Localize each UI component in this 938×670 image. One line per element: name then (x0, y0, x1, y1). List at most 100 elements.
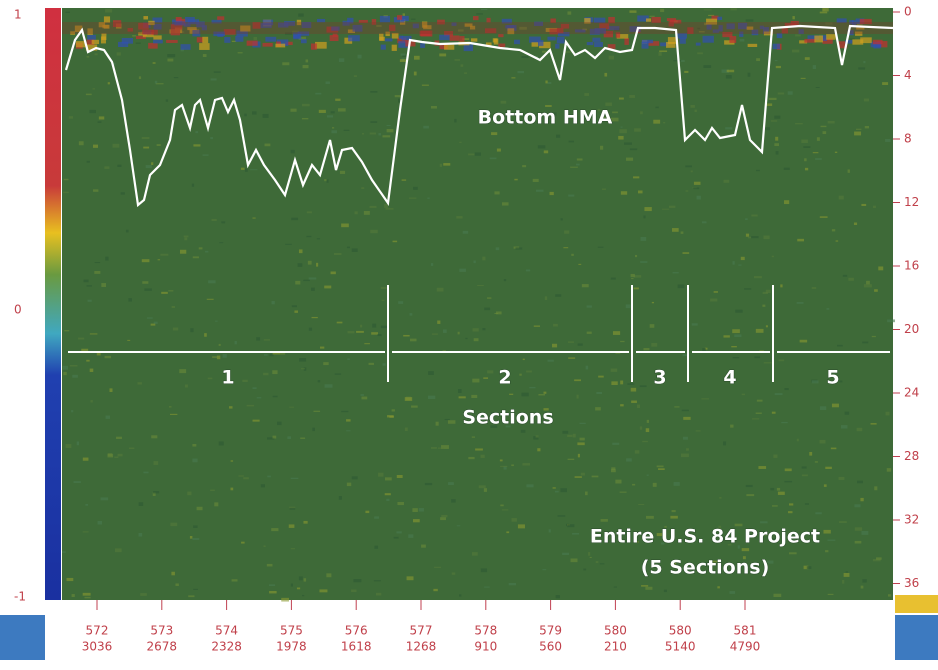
texture-dot (553, 323, 558, 327)
texture-dot (781, 421, 788, 424)
texture-dot (645, 586, 653, 590)
texture-dot (284, 21, 295, 26)
texture-dot (306, 211, 312, 214)
texture-dot (201, 25, 207, 31)
depth-tick-label: 20 (904, 322, 919, 336)
distance-tick-label: 572 (86, 624, 109, 638)
texture-dot (766, 103, 773, 106)
texture-dot (502, 202, 509, 206)
texture-dot (723, 335, 730, 338)
texture-dot (773, 454, 778, 458)
texture-dot (400, 15, 409, 22)
texture-dot (300, 437, 306, 439)
texture-dot (604, 72, 608, 77)
texture-dot (301, 22, 312, 28)
texture-dot (872, 39, 883, 45)
texture-dot (822, 8, 829, 12)
texture-dot (289, 507, 296, 510)
texture-dot (547, 81, 552, 85)
texture-dot (242, 379, 248, 383)
texture-dot (845, 571, 848, 573)
texture-dot (781, 28, 788, 34)
texture-dot (724, 40, 735, 45)
distance-tick-label: 1618 (341, 640, 372, 654)
texture-dot (117, 164, 122, 168)
texture-dot (211, 218, 217, 221)
distance-tick-label: 1978 (276, 640, 307, 654)
distance-tick-label: 4790 (730, 640, 761, 654)
texture-dot (104, 166, 110, 169)
texture-dot (562, 552, 569, 555)
texture-dot (739, 31, 744, 37)
texture-dot (308, 277, 317, 280)
texture-dot (759, 25, 764, 30)
texture-dot (68, 116, 73, 119)
texture-dot (331, 26, 340, 31)
texture-dot (615, 479, 622, 484)
texture-dot (789, 503, 794, 506)
texture-dot (708, 14, 715, 17)
texture-dot (854, 504, 861, 508)
texture-dot (885, 411, 890, 416)
texture-dot (192, 538, 200, 540)
texture-dot (374, 545, 379, 549)
texture-dot (346, 246, 350, 249)
texture-dot (878, 266, 884, 271)
texture-dot (610, 277, 616, 280)
texture-dot (574, 29, 586, 33)
texture-dot (863, 60, 866, 64)
texture-dot (398, 301, 404, 304)
texture-dot (803, 146, 811, 148)
texture-dot (486, 17, 491, 23)
texture-dot (763, 31, 773, 36)
texture-dot (411, 18, 416, 20)
scale-tick-label: 0 (14, 303, 22, 317)
texture-dot (801, 139, 808, 143)
texture-dot (418, 508, 424, 512)
texture-dot (348, 35, 360, 42)
texture-dot (719, 497, 722, 499)
texture-dot (89, 333, 98, 335)
texture-dot (685, 190, 689, 192)
distance-tick-label: 581 (734, 624, 757, 638)
texture-dot (138, 22, 149, 30)
texture-dot (135, 35, 146, 40)
texture-dot (401, 179, 407, 181)
texture-dot (800, 77, 806, 79)
texture-dot (860, 585, 864, 589)
texture-dot (718, 525, 722, 530)
texture-dot (496, 148, 501, 152)
texture-dot (874, 486, 878, 491)
texture-dot (346, 482, 352, 487)
texture-dot (851, 20, 856, 26)
texture-dot (825, 22, 833, 25)
texture-dot (682, 252, 690, 254)
texture-dot (506, 25, 517, 31)
texture-dot (463, 44, 474, 52)
texture-dot (317, 380, 321, 383)
texture-dot (763, 26, 769, 34)
texture-dot (478, 485, 486, 489)
texture-dot (596, 391, 603, 395)
texture-dot (234, 341, 237, 345)
texture-dot (244, 168, 248, 172)
texture-dot (302, 594, 305, 597)
texture-dot (600, 519, 608, 522)
texture-dot (756, 169, 760, 172)
texture-dot (812, 152, 819, 154)
texture-dot (638, 190, 643, 194)
texture-dot (62, 551, 66, 553)
texture-dot (535, 189, 544, 192)
texture-dot (146, 317, 153, 319)
texture-dot (630, 273, 635, 278)
texture-dot (612, 442, 620, 445)
texture-dot (235, 36, 244, 42)
texture-dot (625, 304, 631, 309)
texture-dot (703, 65, 712, 68)
sections-label: Sections (462, 407, 553, 429)
texture-dot (290, 548, 296, 550)
texture-dot (87, 34, 96, 40)
texture-dot (479, 414, 487, 417)
texture-dot (218, 343, 221, 346)
texture-dot (775, 65, 781, 69)
